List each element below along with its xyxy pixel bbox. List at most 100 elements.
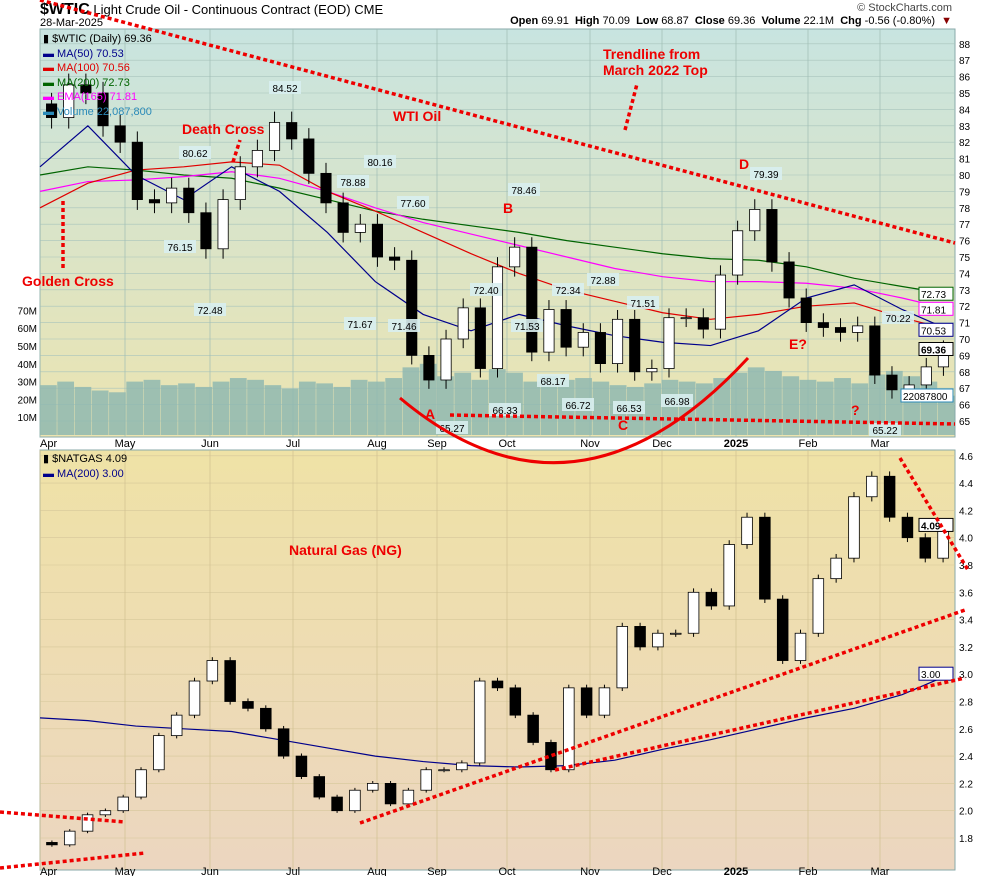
- volume-bar: [350, 379, 368, 435]
- legend-item: ▬ EMA(165) 71.81: [43, 91, 138, 103]
- y-tick-label: 67: [959, 384, 971, 395]
- ng-candle: [63, 830, 76, 846]
- ng-candle: [598, 687, 611, 716]
- ng-candle: [527, 714, 539, 743]
- wti-candle: [920, 366, 932, 386]
- value-tag: [918, 301, 954, 316]
- volume-bar: [834, 378, 851, 435]
- natural-gas-label: Natural Gas (NG): [289, 542, 402, 558]
- x-tick-label: Apr: [40, 866, 57, 876]
- price-callout: 65.27: [439, 424, 464, 435]
- value-tag: [918, 286, 954, 301]
- price-callout-bg: [364, 155, 396, 168]
- ohlc-high: High 70.09: [574, 15, 630, 27]
- wti-candle: [457, 307, 469, 340]
- price-callout: 68.17: [540, 377, 565, 388]
- y-tick-label: 88: [959, 40, 971, 51]
- price-callout: 66.98: [664, 397, 689, 408]
- y-tick-label: 74: [959, 269, 971, 280]
- wti-candle: [303, 138, 315, 174]
- y-tick-label: 82: [959, 138, 971, 149]
- wti-candle: [509, 246, 521, 268]
- volume-bar: [264, 385, 282, 435]
- wti-candle: [406, 259, 418, 356]
- ng-candle: [99, 810, 112, 816]
- rounding-bottom-arc: [399, 356, 750, 465]
- legend-item: ▬ Volume 22,087,800: [43, 105, 152, 118]
- volume-tick-label: 50M: [18, 342, 37, 353]
- volume-bar: [385, 378, 403, 435]
- wti-candle: [371, 223, 383, 258]
- wti-candle: [834, 327, 847, 333]
- volume-bar: [57, 381, 75, 435]
- volume-bar: [765, 370, 782, 435]
- wti-candle: [680, 317, 692, 320]
- ng-candle: [81, 814, 94, 832]
- ng-uptrend-line: [359, 608, 966, 825]
- y-tick-label: 84: [959, 105, 971, 116]
- ng-candle: [402, 789, 415, 805]
- value-tag-text: 71.81: [921, 305, 946, 316]
- y-tick-label: 83: [959, 122, 971, 133]
- point-b-label: B: [503, 200, 514, 216]
- price-callout: 77.60: [400, 199, 425, 210]
- ng-candle: [848, 496, 860, 559]
- wti-candle: [543, 309, 555, 353]
- value-tag-text: 69.36: [921, 345, 946, 356]
- ng-candle: [883, 475, 896, 518]
- wti-candle: [697, 317, 709, 330]
- volume-bar: [109, 392, 126, 435]
- point-e-label: E?: [789, 336, 807, 352]
- y-tick-label: 3.4: [959, 616, 973, 627]
- wti-candle: [749, 209, 761, 232]
- value-tag: [918, 322, 954, 337]
- ema165-line: [39, 171, 951, 310]
- ng-candle: [669, 632, 682, 635]
- x-tick-label: Jun: [201, 866, 219, 876]
- legend-item: ▮ $NATGAS 4.09: [43, 453, 128, 465]
- x-tick-label: Jun: [201, 438, 219, 450]
- death-cross-label: Death Cross: [182, 121, 265, 137]
- volume-bar: [229, 378, 247, 435]
- ng-candle: [313, 776, 326, 798]
- volume-bar: [281, 388, 299, 435]
- ng-candle: [420, 769, 432, 791]
- volume-bar: [298, 381, 316, 435]
- price-callout-bg: [613, 401, 645, 414]
- wti-candle: [251, 149, 263, 168]
- trendline-arrow: [623, 83, 639, 131]
- wti-candle: [560, 309, 572, 348]
- price-callout-bg: [397, 196, 429, 209]
- x-tick-label: Nov: [580, 438, 600, 450]
- price-callout: 76.15: [167, 243, 192, 254]
- wti-candle: [131, 141, 143, 200]
- volume-tick-label: 30M: [18, 378, 37, 389]
- volume-bar: [195, 386, 213, 435]
- ng-candle: [491, 680, 504, 689]
- ng-ma200-line: [39, 673, 951, 768]
- wti-candle: [46, 103, 58, 118]
- wti-candle: [800, 297, 812, 324]
- price-callout-bg: [627, 296, 659, 309]
- price-callout-bg: [194, 303, 226, 316]
- volume-bar: [523, 381, 541, 435]
- ohlc-chg: Chg -0.56 (-0.80%): [840, 15, 935, 27]
- price-callout: 79.39: [753, 170, 778, 181]
- y-tick-label: 79: [959, 187, 971, 198]
- wti-candle: [200, 212, 212, 250]
- x-tick-label: Sep: [427, 866, 447, 876]
- value-tag-text: 72.73: [921, 290, 946, 301]
- y-tick-label: 4.0: [959, 534, 973, 545]
- price-callout: 72.40: [473, 286, 498, 297]
- ng-candle: [741, 516, 753, 545]
- wti-candle: [114, 125, 126, 143]
- ng-candle: [866, 475, 878, 498]
- legend-item: ▬ MA(200) 3.00: [43, 467, 124, 480]
- volume-bar: [592, 381, 610, 435]
- y-tick-label: 2.4: [959, 752, 973, 763]
- volume-bar: [471, 379, 489, 435]
- ng-candle: [135, 769, 147, 798]
- value-tag: [918, 666, 954, 681]
- price-callout: 70.22: [885, 314, 910, 325]
